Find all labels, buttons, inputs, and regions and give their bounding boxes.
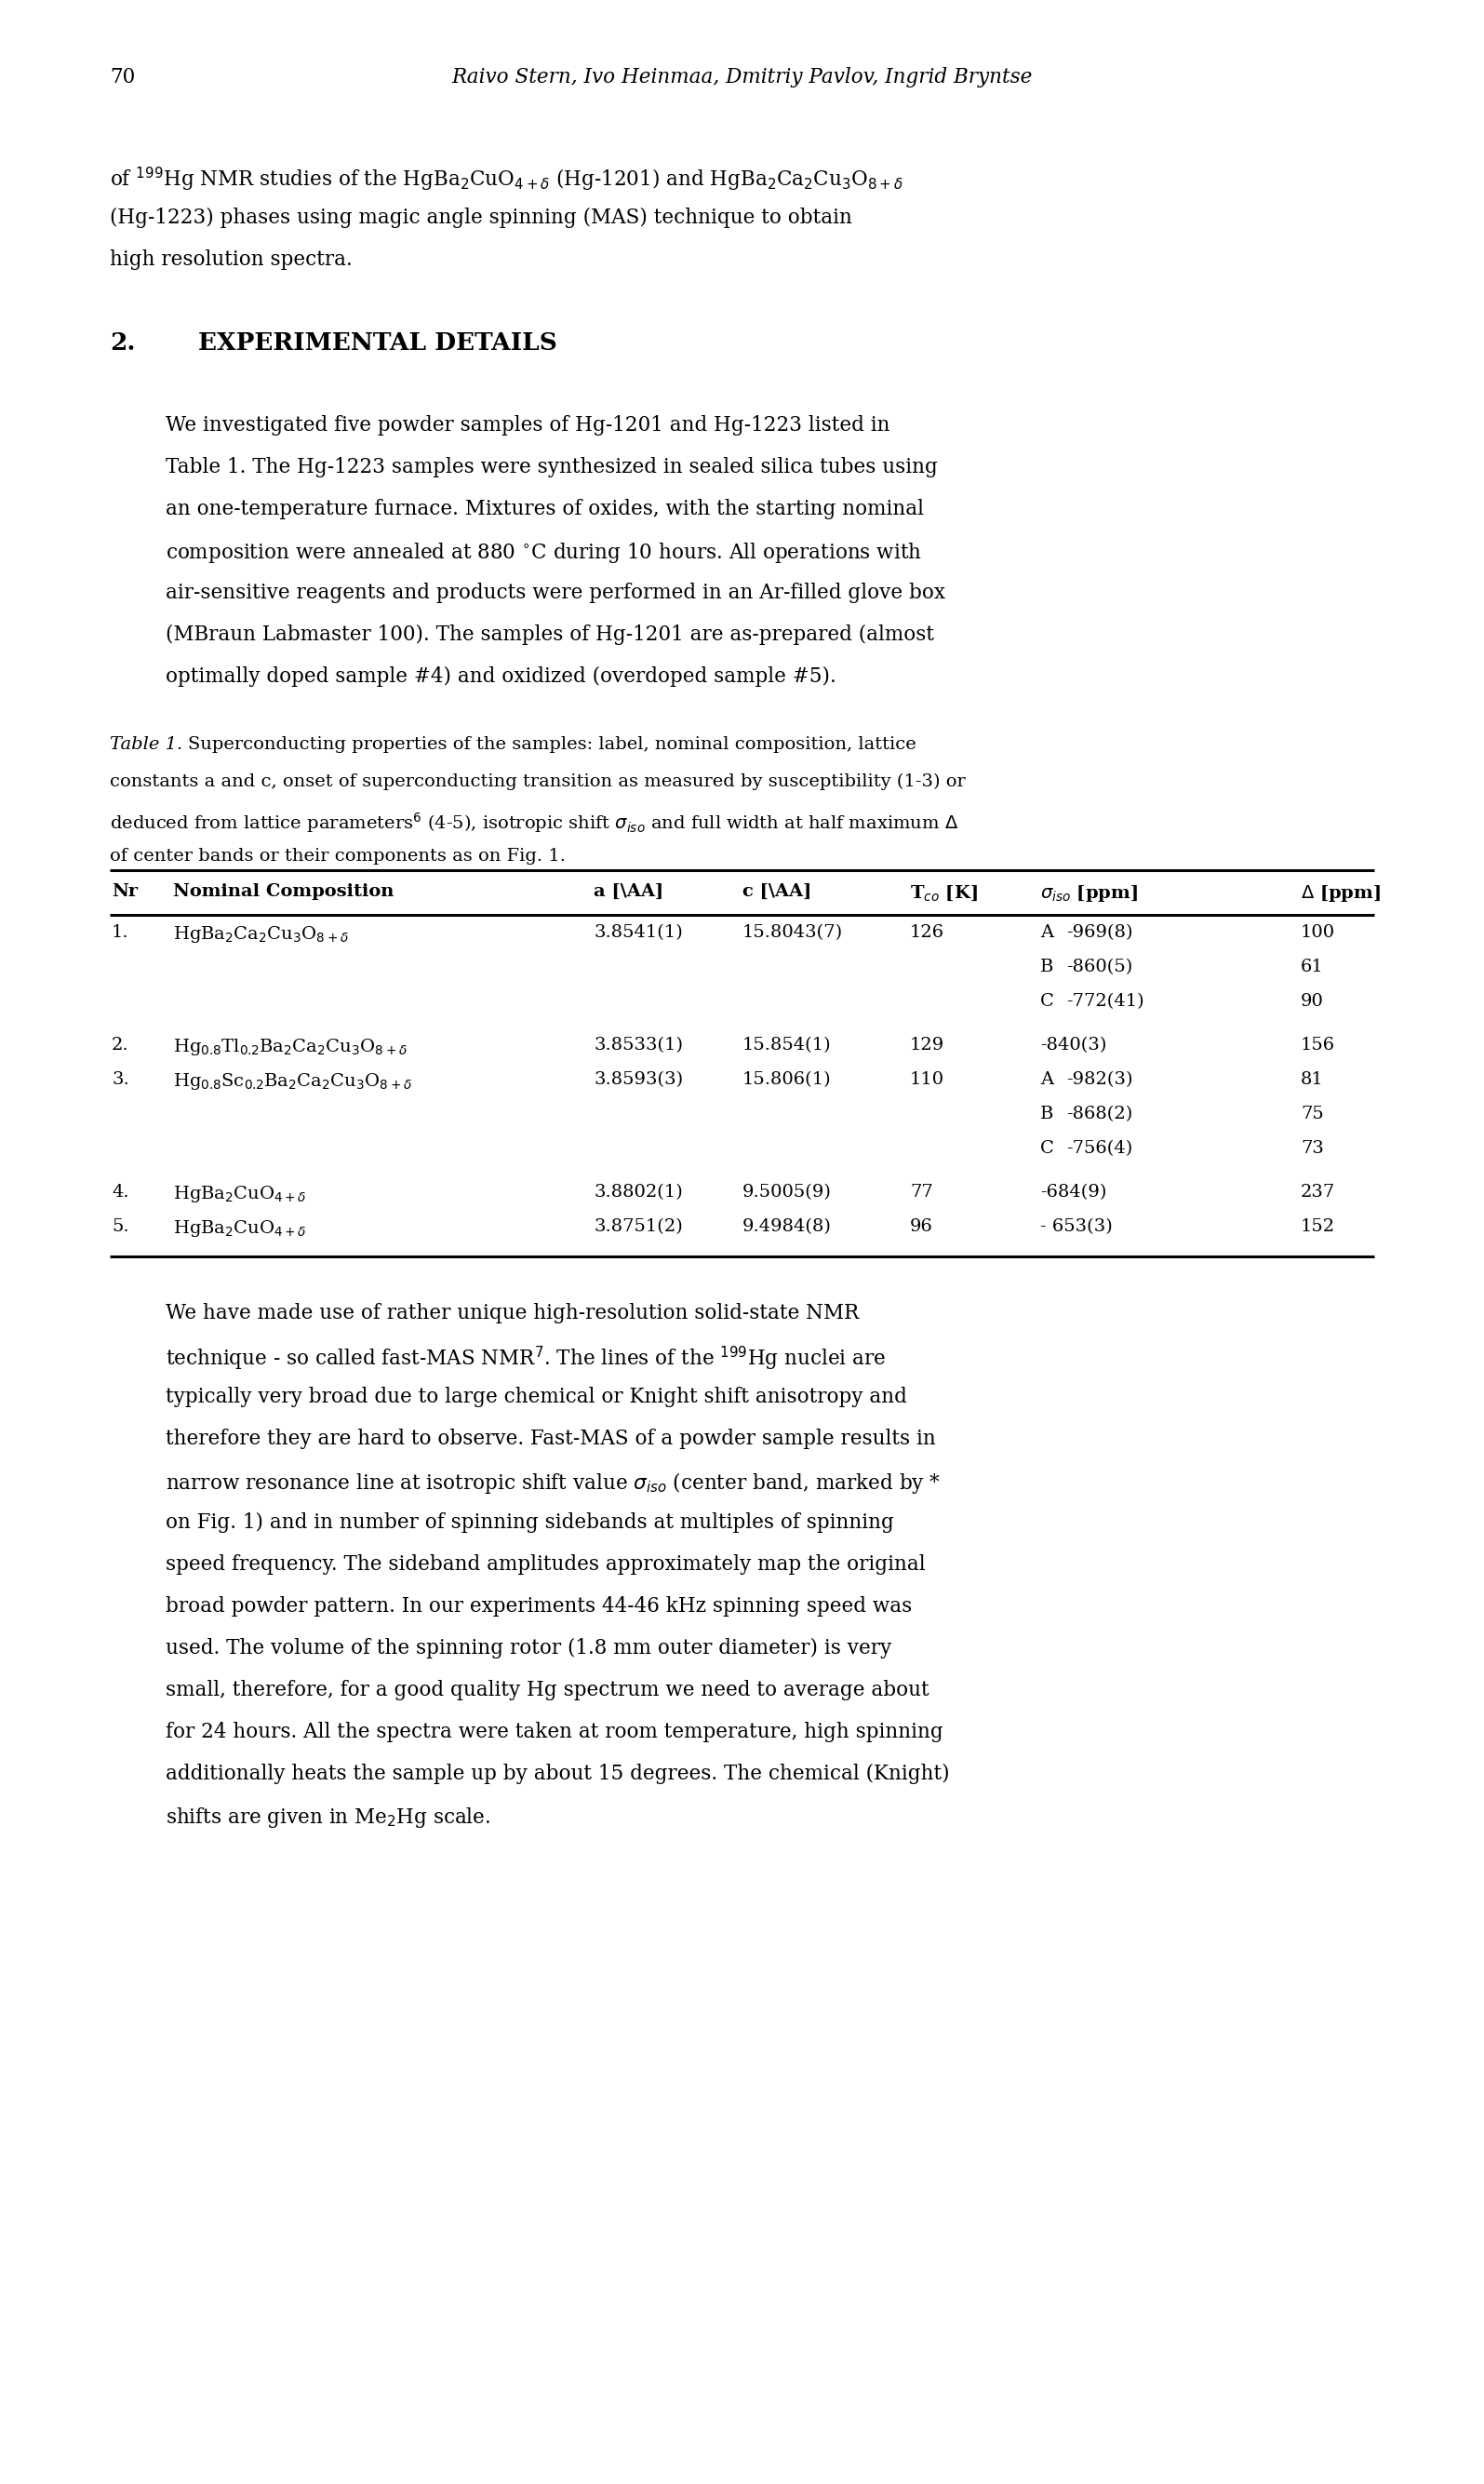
Text: Superconducting properties of the samples: label, nominal composition, lattice: Superconducting properties of the sample… (188, 735, 916, 753)
Text: Nominal Composition: Nominal Composition (174, 884, 393, 899)
Text: HgBa$_2$CuO$_{4+\delta}$: HgBa$_2$CuO$_{4+\delta}$ (174, 1217, 307, 1240)
Text: 156: 156 (1300, 1036, 1336, 1053)
Text: Raivo Stern, Ivo Heinmaa, Dmitriy Pavlov, Ingrid Bryntse: Raivo Stern, Ivo Heinmaa, Dmitriy Pavlov… (451, 67, 1033, 87)
Text: 77: 77 (910, 1185, 933, 1200)
Text: 1.: 1. (111, 924, 129, 941)
Text: a [\AA]: a [\AA] (594, 884, 663, 899)
Text: (MBraun Labmaster 100). The samples of Hg-1201 are as-prepared (almost: (MBraun Labmaster 100). The samples of H… (166, 623, 933, 646)
Text: 61: 61 (1300, 959, 1324, 976)
Text: 3.: 3. (111, 1071, 129, 1088)
Text: broad powder pattern. In our experiments 44-46 kHz spinning speed was: broad powder pattern. In our experiments… (166, 1597, 913, 1617)
Text: composition were annealed at 880 $^{\circ}$C during 10 hours. All operations wit: composition were annealed at 880 $^{\cir… (166, 542, 922, 564)
Text: -756(4): -756(4) (1066, 1140, 1132, 1158)
Text: of center bands or their components as on Fig. 1.: of center bands or their components as o… (110, 847, 565, 864)
Text: speed frequency. The sideband amplitudes approximately map the original: speed frequency. The sideband amplitudes… (166, 1555, 926, 1575)
Text: 90: 90 (1300, 994, 1324, 1011)
Text: 126: 126 (910, 924, 944, 941)
Text: for 24 hours. All the spectra were taken at room temperature, high spinning: for 24 hours. All the spectra were taken… (166, 1721, 944, 1741)
Text: B: B (1040, 959, 1054, 976)
Text: T$_{co}$ [K]: T$_{co}$ [K] (910, 884, 978, 902)
Text: Table 1.: Table 1. (110, 735, 183, 753)
Text: therefore they are hard to observe. Fast-MAS of a powder sample results in: therefore they are hard to observe. Fast… (166, 1428, 936, 1448)
Text: -982(3): -982(3) (1066, 1071, 1132, 1088)
Text: 152: 152 (1300, 1217, 1336, 1235)
Text: We have made use of rather unique high-resolution solid-state NMR: We have made use of rather unique high-r… (166, 1304, 859, 1324)
Text: HgBa$_2$Ca$_2$Cu$_3$O$_{8+\delta}$: HgBa$_2$Ca$_2$Cu$_3$O$_{8+\delta}$ (174, 924, 349, 944)
Text: 4.: 4. (111, 1185, 129, 1200)
Text: 3.8533(1): 3.8533(1) (594, 1036, 683, 1053)
Text: C: C (1040, 1140, 1054, 1158)
Text: c [\AA]: c [\AA] (742, 884, 812, 899)
Text: additionally heats the sample up by about 15 degrees. The chemical (Knight): additionally heats the sample up by abou… (166, 1764, 950, 1784)
Text: 9.5005(9): 9.5005(9) (742, 1185, 831, 1200)
Text: Table 1. The Hg-1223 samples were synthesized in sealed silica tubes using: Table 1. The Hg-1223 samples were synthe… (166, 457, 938, 477)
Text: A: A (1040, 924, 1054, 941)
Text: 96: 96 (910, 1217, 933, 1235)
Text: 110: 110 (910, 1071, 944, 1088)
Text: of $^{199}$Hg NMR studies of the HgBa$_2$CuO$_{4+\delta}$ (Hg-1201) and HgBa$_2$: of $^{199}$Hg NMR studies of the HgBa$_2… (110, 166, 904, 194)
Text: 5.: 5. (111, 1217, 129, 1235)
Text: Hg$_{0.8}$Sc$_{0.2}$Ba$_2$Ca$_2$Cu$_3$O$_{8+\delta}$: Hg$_{0.8}$Sc$_{0.2}$Ba$_2$Ca$_2$Cu$_3$O$… (174, 1071, 413, 1090)
Text: We investigated five powder samples of Hg-1201 and Hg-1223 listed in: We investigated five powder samples of H… (166, 415, 890, 435)
Text: 75: 75 (1300, 1105, 1324, 1123)
Text: 237: 237 (1300, 1185, 1336, 1200)
Text: 9.4984(8): 9.4984(8) (742, 1217, 831, 1235)
Text: -969(8): -969(8) (1066, 924, 1132, 941)
Text: -684(9): -684(9) (1040, 1185, 1107, 1200)
Text: on Fig. 1) and in number of spinning sidebands at multiples of spinning: on Fig. 1) and in number of spinning sid… (166, 1513, 893, 1533)
Text: air-sensitive reagents and products were performed in an Ar-filled glove box: air-sensitive reagents and products were… (166, 584, 945, 604)
Text: 15.8043(7): 15.8043(7) (742, 924, 843, 941)
Text: small, therefore, for a good quality Hg spectrum we need to average about: small, therefore, for a good quality Hg … (166, 1679, 929, 1702)
Text: 3.8593(3): 3.8593(3) (594, 1071, 683, 1088)
Text: 129: 129 (910, 1036, 945, 1053)
Text: 3.8802(1): 3.8802(1) (594, 1185, 683, 1200)
Text: 15.854(1): 15.854(1) (742, 1036, 831, 1053)
Text: narrow resonance line at isotropic shift value $\sigma_{iso}$ (center band, mark: narrow resonance line at isotropic shift… (166, 1471, 941, 1495)
Text: B: B (1040, 1105, 1054, 1123)
Text: EXPERIMENTAL DETAILS: EXPERIMENTAL DETAILS (199, 330, 556, 355)
Text: shifts are given in Me$_2$Hg scale.: shifts are given in Me$_2$Hg scale. (166, 1806, 491, 1831)
Text: Hg$_{0.8}$Tl$_{0.2}$Ba$_2$Ca$_2$Cu$_3$O$_{8+\delta}$: Hg$_{0.8}$Tl$_{0.2}$Ba$_2$Ca$_2$Cu$_3$O$… (174, 1036, 408, 1058)
Text: used. The volume of the spinning rotor (1.8 mm outer diameter) is very: used. The volume of the spinning rotor (… (166, 1637, 892, 1659)
Text: deduced from lattice parameters$^6$ (4-5), isotropic shift $\sigma_{iso}$ and fu: deduced from lattice parameters$^6$ (4-5… (110, 810, 959, 835)
Text: 73: 73 (1300, 1140, 1324, 1158)
Text: -840(3): -840(3) (1040, 1036, 1107, 1053)
Text: 81: 81 (1300, 1071, 1324, 1088)
Text: A: A (1040, 1071, 1054, 1088)
Text: -772(41): -772(41) (1066, 994, 1144, 1011)
Text: 70: 70 (110, 67, 135, 87)
Text: 2.: 2. (111, 1036, 129, 1053)
Text: Nr: Nr (111, 884, 138, 899)
Text: typically very broad due to large chemical or Knight shift anisotropy and: typically very broad due to large chemic… (166, 1386, 907, 1408)
Text: technique - so called fast-MAS NMR$^7$. The lines of the $^{199}$Hg nuclei are: technique - so called fast-MAS NMR$^7$. … (166, 1344, 886, 1374)
Text: $\sigma_{iso}$ [ppm]: $\sigma_{iso}$ [ppm] (1040, 884, 1138, 904)
Text: HgBa$_2$CuO$_{4+\delta}$: HgBa$_2$CuO$_{4+\delta}$ (174, 1185, 307, 1205)
Text: high resolution spectra.: high resolution spectra. (110, 248, 352, 271)
Text: C: C (1040, 994, 1054, 1011)
Text: -868(2): -868(2) (1066, 1105, 1132, 1123)
Text: 3.8751(2): 3.8751(2) (594, 1217, 683, 1235)
Text: optimally doped sample #4) and oxidized (overdoped sample #5).: optimally doped sample #4) and oxidized … (166, 666, 835, 688)
Text: an one-temperature furnace. Mixtures of oxides, with the starting nominal: an one-temperature furnace. Mixtures of … (166, 499, 925, 519)
Text: -860(5): -860(5) (1066, 959, 1132, 976)
Text: constants a and c, onset of superconducting transition as measured by susceptibi: constants a and c, onset of superconduct… (110, 773, 966, 790)
Text: 2.: 2. (110, 330, 135, 355)
Text: 3.8541(1): 3.8541(1) (594, 924, 683, 941)
Text: 100: 100 (1300, 924, 1336, 941)
Text: 15.806(1): 15.806(1) (742, 1071, 831, 1088)
Text: $\Delta$ [ppm]: $\Delta$ [ppm] (1300, 884, 1380, 904)
Text: - 653(3): - 653(3) (1040, 1217, 1113, 1235)
Text: (Hg-1223) phases using magic angle spinning (MAS) technique to obtain: (Hg-1223) phases using magic angle spinn… (110, 209, 852, 229)
